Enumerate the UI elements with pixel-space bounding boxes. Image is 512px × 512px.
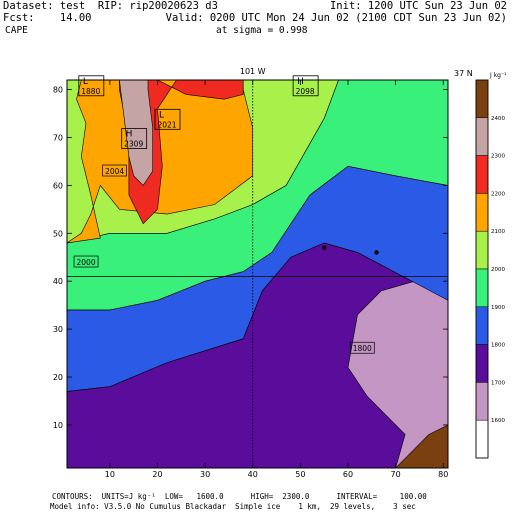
extremum-value-label: 1880 — [81, 87, 100, 96]
contour-label: 1800 — [353, 344, 372, 353]
contour-label-box — [349, 341, 375, 354]
extremum-box — [292, 75, 319, 97]
cape-region-2400 — [119, 80, 153, 186]
extremum-type-label: L — [83, 77, 88, 87]
fcst-label: Fcst: 14.00 — [3, 12, 92, 24]
colorbar-tick-label: 2100 — [491, 229, 505, 235]
extremum-type-label: L — [159, 110, 164, 120]
cape-region-2500 — [395, 424, 448, 468]
colorbar-segment-2000 — [475, 268, 489, 308]
colorbar-frame — [475, 79, 489, 459]
contour-label-box — [73, 255, 99, 268]
x-tick-label: 50 — [295, 470, 305, 479]
colorbar-segment-1800 — [475, 344, 489, 383]
colorbar-tick-label: 2400 — [491, 116, 505, 122]
extremum-box — [121, 128, 148, 149]
station-dot — [374, 250, 379, 255]
colorbar-segment-1600 — [475, 419, 489, 459]
colorbar-segment-2200 — [475, 193, 489, 232]
sigma-label: at sigma = 0.998 — [216, 25, 308, 36]
field-label: CAPE — [5, 25, 28, 36]
x-tick-label: 40 — [248, 470, 258, 479]
y-tick-label: 50 — [53, 229, 63, 238]
colorbar-tick-label: 2000 — [491, 267, 505, 273]
extremum-value-label: 2098 — [296, 87, 315, 96]
parallel-label: 37 N — [454, 69, 473, 78]
colorbar-segment-2500 — [475, 79, 489, 119]
colorbar-segment-2400 — [475, 117, 489, 156]
contour-label: 2000 — [77, 258, 96, 267]
colorbar-tick-label: 2200 — [491, 191, 505, 197]
y-tick-label: 30 — [53, 325, 63, 334]
extremum-value-label: 2021 — [157, 120, 176, 129]
y-tick-label: 20 — [53, 373, 63, 382]
contours-info: CONTOURS: UNITS=J kg⁻¹ LOW= 1600.0 HIGH=… — [52, 492, 427, 501]
extremum-value-label: 2309 — [124, 139, 143, 148]
x-tick-label: 70 — [391, 470, 401, 479]
colorbar-segment-2100 — [475, 230, 489, 270]
y-tick-label: 40 — [53, 277, 63, 286]
colorbar-tick-label: 1800 — [491, 343, 505, 349]
map-fill-layer — [67, 80, 448, 468]
x-tick-label: 30 — [200, 470, 210, 479]
station-dot — [321, 245, 327, 250]
contour-label-box — [102, 164, 127, 177]
colorbar-tick-label: 1900 — [491, 305, 505, 311]
init-label: Init: 1200 UTC Sun 23 Jun 02 — [329, 0, 507, 12]
y-tick-label: 10 — [53, 421, 63, 430]
colorbar-tick-label: 1600 — [491, 418, 505, 424]
x-tick-label: 10 — [105, 470, 115, 479]
colorbar-segment-1900 — [475, 306, 489, 345]
x-tick-label: 80 — [438, 470, 448, 479]
x-tick-label: 60 — [343, 470, 353, 479]
colorbar-tick-label: 2300 — [491, 154, 505, 160]
extremum-type-label: H — [297, 77, 304, 87]
colorbar-segment-1700 — [475, 382, 489, 421]
extremum-box — [154, 108, 181, 130]
y-tick-label: 70 — [53, 133, 63, 142]
colorbar-unit-label: J kg⁻¹ — [489, 72, 507, 79]
x-tick-label: 20 — [152, 470, 162, 479]
dataset-label: Dataset: test RIP: rip20020623 d3 — [3, 0, 218, 12]
extremum-type-label: H — [126, 129, 133, 139]
meridian-label: 101 W — [240, 67, 266, 76]
model-info: Model info: V3.5.0 No Cumulus Blackadar … — [50, 502, 416, 511]
plot-frame — [66, 79, 449, 469]
colorbar-tick-label: 1700 — [491, 380, 505, 386]
contour-label: 2004 — [105, 167, 124, 176]
y-tick-label: 80 — [53, 86, 63, 95]
valid-label: Valid: 0200 UTC Mon 24 Jun 02 (2100 CDT … — [165, 12, 507, 24]
y-tick-label: 60 — [53, 181, 63, 190]
extremum-box — [78, 75, 105, 97]
colorbar-segment-2300 — [475, 155, 489, 194]
